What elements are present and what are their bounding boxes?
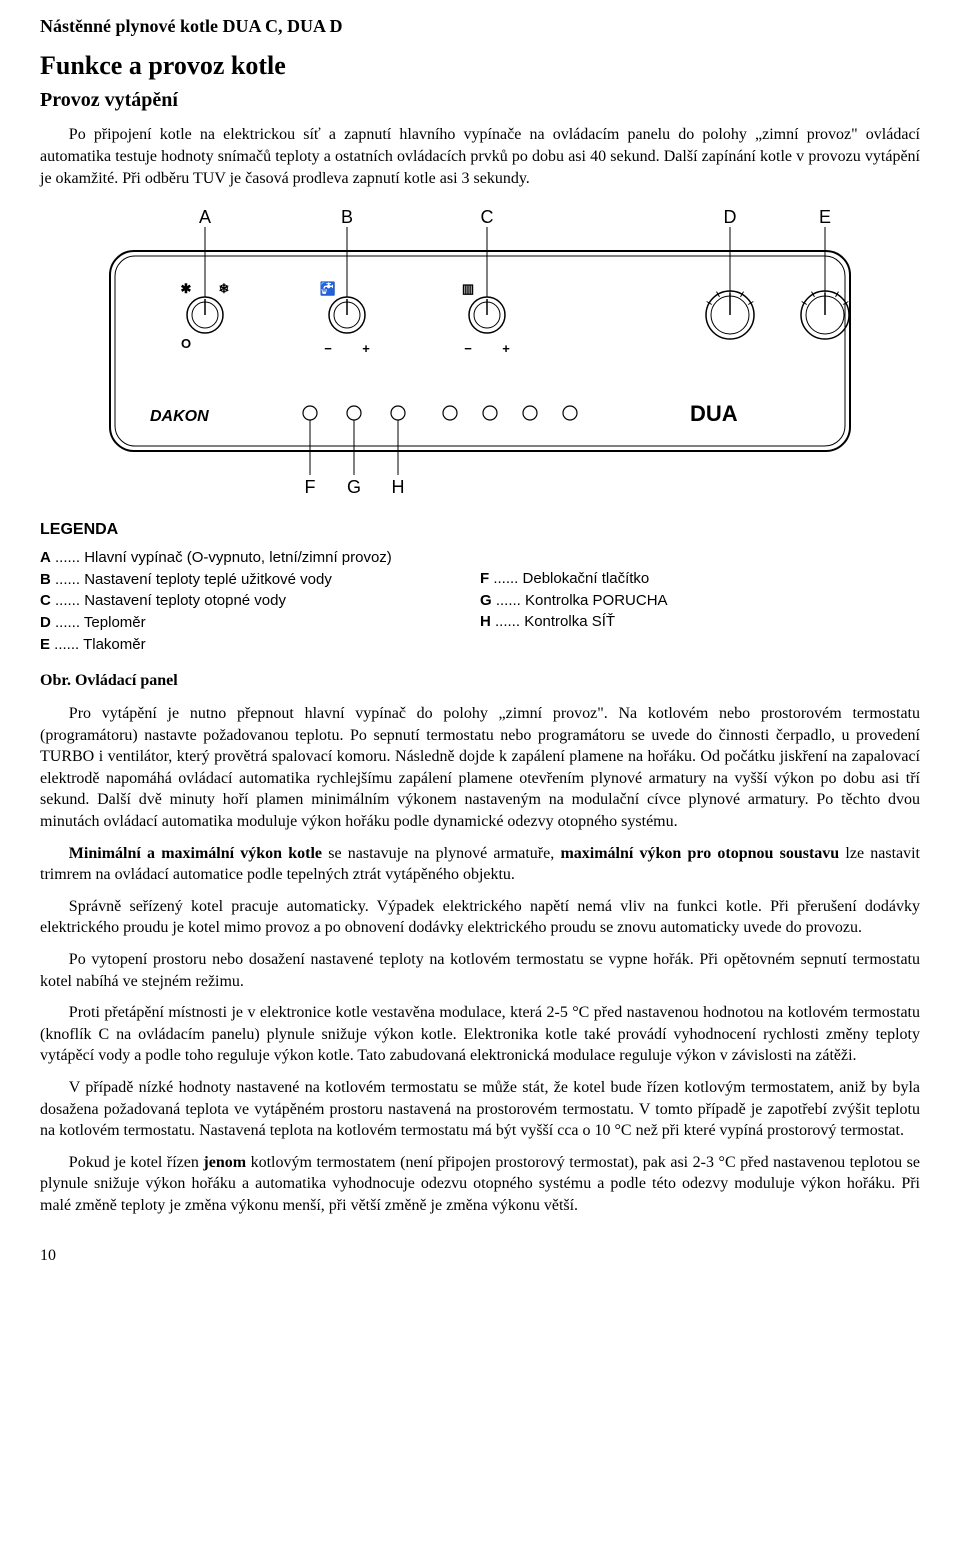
sub-heading: Provoz vytápění <box>40 87 920 114</box>
svg-text:DUA: DUA <box>690 401 738 426</box>
body-paragraph: Pokud je kotel řízen jenom kotlovým term… <box>40 1152 920 1217</box>
legend-block: A ...... Hlavní vypínač (O-vypnuto, letn… <box>40 547 920 656</box>
svg-text:+: + <box>362 341 370 356</box>
body-paragraph: V případě nízké hodnoty nastavené na kot… <box>40 1077 920 1142</box>
svg-text:F: F <box>305 477 316 497</box>
svg-text:✱: ✱ <box>181 281 192 296</box>
body-paragraph: Minimální a maximální výkon kotle se nas… <box>40 843 920 886</box>
page-header: Nástěnné plynové kotle DUA C, DUA D <box>40 14 920 38</box>
svg-text:O: O <box>181 336 191 351</box>
body-paragraph: Pro vytápění je nutno přepnout hlavní vy… <box>40 703 920 833</box>
figure-caption: Obr. Ovládací panel <box>40 670 920 692</box>
legend-item: D ...... Teploměr <box>40 612 480 634</box>
legend-item: B ...... Nastavení teploty teplé užitkov… <box>40 569 480 591</box>
svg-text:🚰: 🚰 <box>320 281 336 296</box>
svg-text:G: G <box>347 477 361 497</box>
main-heading: Funkce a provoz kotle <box>40 48 920 83</box>
svg-text:C: C <box>481 207 494 227</box>
svg-text:−: − <box>464 341 472 356</box>
svg-text:−: − <box>324 341 332 356</box>
svg-text:A: A <box>199 207 211 227</box>
body-paragraph: Proti přetápění místnosti je v elektroni… <box>40 1002 920 1067</box>
body-paragraph: Správně seřízený kotel pracuje automatic… <box>40 896 920 939</box>
intro-paragraph: Po připojení kotle na elektrickou síť a … <box>40 124 920 189</box>
svg-text:H: H <box>392 477 405 497</box>
legend-item: F ...... Deblokační tlačítko <box>480 568 920 590</box>
legend-item: H ...... Kontrolka SÍŤ <box>480 611 920 633</box>
svg-text:+: + <box>502 341 510 356</box>
control-panel-diagram: A B C D E ✱ O ❄ 🚰 − + ▥ − + DAKON DUA F G H <box>40 203 920 513</box>
svg-text:E: E <box>819 207 831 227</box>
page-number: 10 <box>40 1245 920 1267</box>
legend-item: E ...... Tlakoměr <box>40 634 480 656</box>
legend-item: G ...... Kontrolka PORUCHA <box>480 590 920 612</box>
svg-text:▥: ▥ <box>462 281 474 296</box>
svg-text:❄: ❄ <box>219 281 230 296</box>
legend-item: A ...... Hlavní vypínač (O-vypnuto, letn… <box>40 547 480 569</box>
body-paragraph: Po vytopení prostoru nebo dosažení nasta… <box>40 949 920 992</box>
svg-text:DAKON: DAKON <box>150 408 209 425</box>
legend-item: C ...... Nastavení teploty otopné vody <box>40 590 480 612</box>
legend-heading: LEGENDA <box>40 519 920 541</box>
svg-text:B: B <box>341 207 353 227</box>
svg-text:D: D <box>724 207 737 227</box>
